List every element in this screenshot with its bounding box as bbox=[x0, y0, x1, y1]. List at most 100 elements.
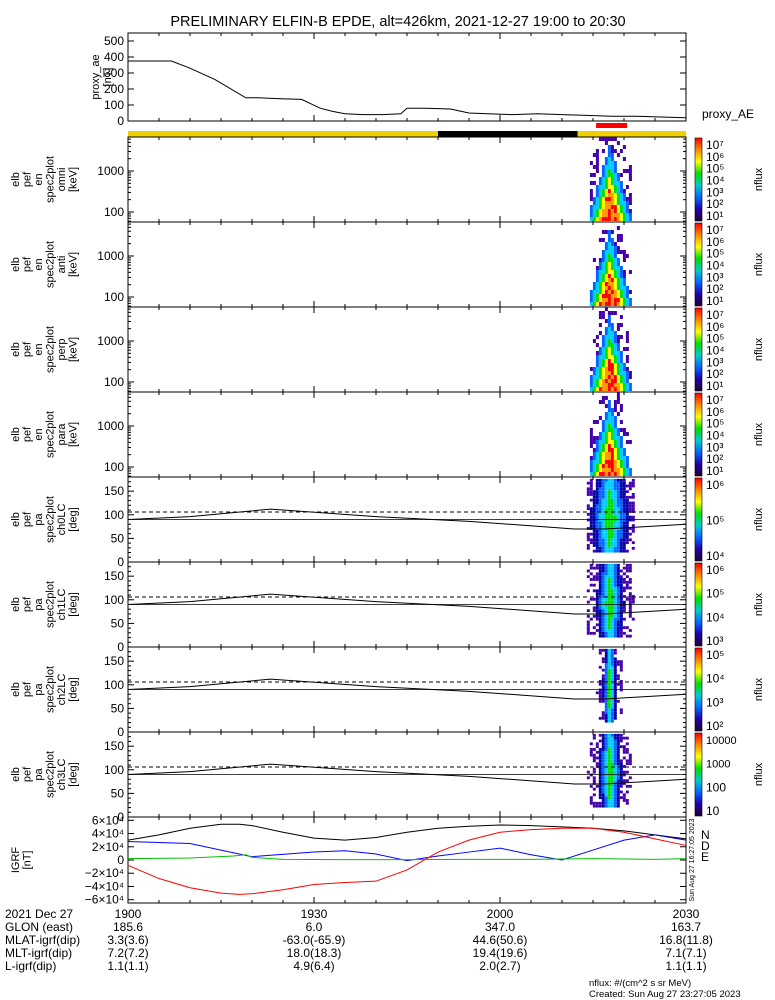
footer-value: -63.0(-65.9) bbox=[283, 933, 346, 947]
spectrogram-cell bbox=[616, 387, 620, 391]
pa-cell bbox=[622, 782, 626, 785]
spectrogram-cell bbox=[616, 274, 620, 278]
spectrogram-cell bbox=[607, 173, 611, 177]
spectrogram-cell bbox=[604, 440, 608, 444]
pa-cell bbox=[610, 739, 614, 743]
colorbar-tick-label: 10³ bbox=[706, 355, 723, 369]
spectrogram-cell bbox=[604, 201, 608, 205]
spectrogram-cell bbox=[604, 420, 608, 424]
y-tick-label: 300 bbox=[104, 66, 124, 80]
pa-cell bbox=[610, 711, 614, 715]
pa-cell bbox=[607, 521, 611, 525]
pa-cell bbox=[613, 620, 617, 624]
spectrogram-cell bbox=[619, 371, 623, 375]
spectrogram-cell bbox=[601, 343, 605, 347]
spectrogram-cell bbox=[613, 250, 617, 254]
spectrogram-cell bbox=[619, 278, 623, 282]
colorbar-tick-label: 10³ bbox=[706, 695, 723, 709]
pa-cell bbox=[604, 614, 608, 618]
pa-cell bbox=[598, 609, 602, 613]
spectrogram-cell bbox=[598, 371, 602, 375]
spectrogram-cell bbox=[598, 383, 602, 387]
pa-cell bbox=[604, 648, 608, 652]
pa-cell bbox=[616, 773, 620, 777]
spectrogram-cell bbox=[622, 270, 626, 274]
pa-cell bbox=[592, 609, 596, 613]
pa-cell bbox=[613, 580, 617, 584]
pa-cell bbox=[616, 495, 620, 499]
pa-cell bbox=[589, 583, 593, 587]
pa-cell bbox=[607, 510, 611, 513]
spectrogram-cell bbox=[601, 286, 605, 290]
spectrogram-cell bbox=[601, 181, 605, 185]
spectrogram-cell bbox=[604, 282, 608, 286]
pa-cell bbox=[607, 736, 611, 740]
spectrogram-cell bbox=[604, 436, 608, 440]
spectrogram-cell bbox=[604, 355, 608, 359]
axis-label: elb bbox=[10, 257, 22, 272]
spectrogram-cell bbox=[604, 185, 608, 189]
pa-cell bbox=[619, 569, 623, 573]
spectrogram-cell bbox=[625, 201, 629, 205]
pa-cell bbox=[607, 745, 611, 749]
pa-cell bbox=[589, 538, 593, 542]
pa-cell bbox=[616, 544, 620, 547]
pa-cell bbox=[601, 784, 605, 788]
pa-cell bbox=[610, 799, 614, 802]
pa-cell bbox=[592, 787, 596, 791]
spectrogram-cell bbox=[604, 432, 608, 436]
spectrogram-cell bbox=[622, 286, 626, 290]
pa-cell bbox=[619, 739, 623, 743]
spectrogram-cell bbox=[589, 294, 593, 298]
pa-cell bbox=[610, 620, 614, 624]
spectrogram-cell bbox=[598, 464, 602, 468]
pa-cell bbox=[592, 518, 596, 522]
pa-cell bbox=[610, 742, 614, 746]
pa-cell bbox=[628, 753, 632, 757]
spectrogram-cell bbox=[598, 351, 602, 355]
spectrogram-cell bbox=[616, 327, 620, 331]
y-tick-label: 50 bbox=[111, 616, 125, 630]
spectrogram-cell bbox=[613, 197, 617, 201]
spectrogram-cell bbox=[622, 145, 626, 149]
pa-cell bbox=[601, 767, 605, 771]
pa-cell bbox=[592, 793, 596, 797]
pa-cell bbox=[610, 801, 614, 805]
pa-cell bbox=[610, 532, 614, 536]
pa-cell bbox=[607, 606, 611, 610]
pa-cell bbox=[619, 507, 623, 511]
spectrogram-cell bbox=[622, 460, 626, 464]
pa-cell bbox=[607, 708, 611, 712]
orbit-status-bar bbox=[128, 123, 686, 137]
spectrogram-cell bbox=[616, 189, 620, 193]
spectrogram-cell bbox=[592, 209, 596, 213]
spectrogram-cell bbox=[607, 274, 611, 278]
spectrogram-cell bbox=[628, 371, 632, 375]
spectrogram-cell bbox=[610, 387, 614, 391]
spectrogram-cell bbox=[601, 173, 605, 177]
spectrogram-cell bbox=[610, 331, 614, 335]
spectrogram-cell bbox=[598, 262, 602, 266]
pa-cell bbox=[595, 563, 599, 567]
pa-cell bbox=[625, 507, 629, 511]
spectrogram-cell bbox=[610, 412, 614, 416]
pa-cell bbox=[595, 529, 599, 533]
pa-cell bbox=[619, 481, 623, 485]
pa-cell bbox=[601, 776, 605, 780]
pa-cell bbox=[592, 538, 596, 542]
spectrogram-cell bbox=[613, 193, 617, 197]
pa-cell bbox=[619, 688, 623, 692]
pa-cell bbox=[589, 753, 593, 757]
pa-cell bbox=[619, 665, 623, 669]
pa-cell bbox=[613, 487, 617, 491]
axis-label: [deg] bbox=[68, 507, 80, 531]
pa-cell bbox=[616, 541, 620, 545]
pa-cell bbox=[619, 586, 623, 590]
pa-cell bbox=[601, 691, 605, 695]
pa-cell bbox=[625, 742, 629, 746]
y-tick-label: 0 bbox=[117, 725, 124, 739]
spectrogram-cell bbox=[592, 448, 596, 452]
pa-cell bbox=[586, 518, 590, 522]
pa-cell bbox=[607, 623, 611, 627]
spectrogram-cell bbox=[610, 197, 614, 201]
